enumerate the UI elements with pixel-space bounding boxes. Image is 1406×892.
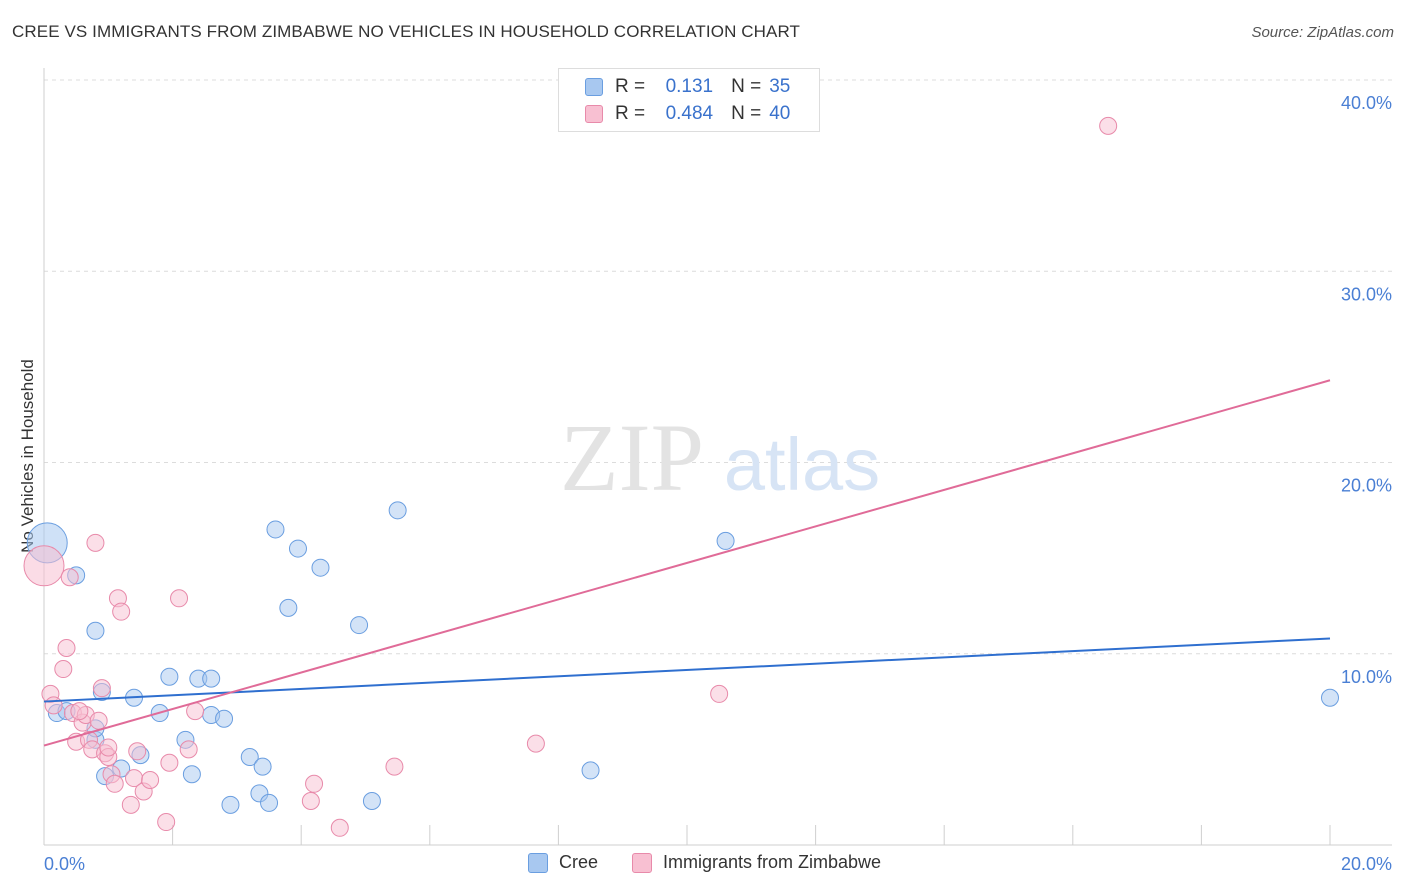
data-point [92, 679, 111, 698]
data-point [240, 748, 259, 767]
data-point [99, 738, 118, 757]
data-point [70, 702, 89, 721]
y-tick-label: 30.0% [1341, 284, 1392, 304]
grid-lines [44, 79, 1392, 655]
data-point [86, 533, 105, 552]
source-label: Source: ZipAtlas.com [1251, 24, 1394, 41]
legend-n-value: 40 [769, 103, 791, 124]
data-points [23, 116, 1339, 837]
legend-n-label: N = [731, 103, 762, 124]
chart-title: CREE VS IMMIGRANTS FROM ZIMBABWE NO VEHI… [12, 22, 801, 41]
legend-row-zimbabwe: R = 0.484 N = 40 [585, 102, 790, 126]
x-tick-label: 20.0% [1341, 854, 1392, 874]
tick-labels: 10.0% 20.0% 30.0% 40.0% 0.0% 20.0% [44, 93, 1392, 874]
data-point [221, 795, 240, 814]
data-point [350, 616, 369, 635]
data-point [1099, 116, 1118, 135]
data-point [57, 639, 76, 658]
data-point [288, 539, 307, 558]
legend-r-value: 0.131 [665, 76, 714, 97]
series-swatch-cree [528, 852, 548, 873]
y-tick-label: 40.0% [1341, 93, 1392, 113]
data-point [385, 757, 404, 776]
data-point [182, 765, 201, 784]
data-point [716, 531, 735, 550]
legend-r-value: 0.484 [665, 103, 714, 124]
legend-n-value: 35 [769, 76, 791, 97]
stats-legend: R = 0.131 N = 35 R = 0.484 N = 40 [558, 68, 820, 132]
series-legend: Cree Immigrants from Zimbabwe [0, 852, 1406, 878]
data-point [23, 545, 65, 587]
data-point [388, 501, 407, 520]
legend-r-label: R = [615, 76, 646, 97]
legend-row-cree: R = 0.131 N = 35 [585, 75, 790, 99]
trend-line [43, 637, 1331, 703]
watermark-zip: ZIP [560, 404, 704, 511]
data-point [311, 558, 330, 577]
axes [43, 68, 1392, 846]
data-point [170, 589, 189, 608]
data-point [86, 621, 105, 640]
y-tick-label: 20.0% [1341, 476, 1392, 496]
watermark-atlas: atlas [724, 423, 880, 506]
data-point [526, 734, 545, 753]
legend-swatch-cree [585, 78, 603, 96]
data-point [160, 753, 179, 772]
data-point [141, 770, 160, 789]
legend-n-label: N = [731, 76, 762, 97]
trend-lines [43, 379, 1331, 747]
data-point [89, 711, 108, 730]
data-point [112, 602, 131, 621]
data-point [1321, 688, 1339, 707]
data-point [305, 774, 324, 793]
data-point [202, 669, 221, 688]
data-point [330, 818, 349, 837]
data-point [362, 792, 381, 811]
data-point [179, 740, 198, 759]
x-tick-label: 0.0% [44, 854, 85, 874]
legend-swatch-zimbabwe [585, 105, 603, 123]
watermark: ZIP atlas [560, 404, 880, 511]
data-point [266, 520, 285, 539]
data-point [54, 660, 73, 679]
data-point [260, 793, 279, 812]
data-point [60, 568, 79, 587]
data-point [301, 792, 320, 811]
data-point [105, 774, 124, 793]
data-point [44, 696, 63, 715]
series-legend-zimbabwe[interactable]: Immigrants from Zimbabwe [632, 852, 881, 873]
data-point [215, 709, 234, 728]
data-point [581, 761, 600, 780]
series-label-cree: Cree [559, 852, 599, 872]
y-tick-label: 10.0% [1341, 667, 1392, 687]
legend-r-label: R = [615, 103, 646, 124]
data-point [160, 667, 179, 686]
series-label-zimbabwe: Immigrants from Zimbabwe [663, 852, 882, 872]
data-point [710, 684, 729, 703]
data-point [157, 813, 176, 832]
data-point [121, 795, 140, 814]
data-point [253, 757, 272, 776]
series-legend-cree[interactable]: Cree [528, 852, 598, 873]
data-point [279, 598, 298, 617]
data-point [128, 742, 147, 761]
series-swatch-zimbabwe [632, 852, 652, 873]
trend-line [43, 379, 1331, 747]
